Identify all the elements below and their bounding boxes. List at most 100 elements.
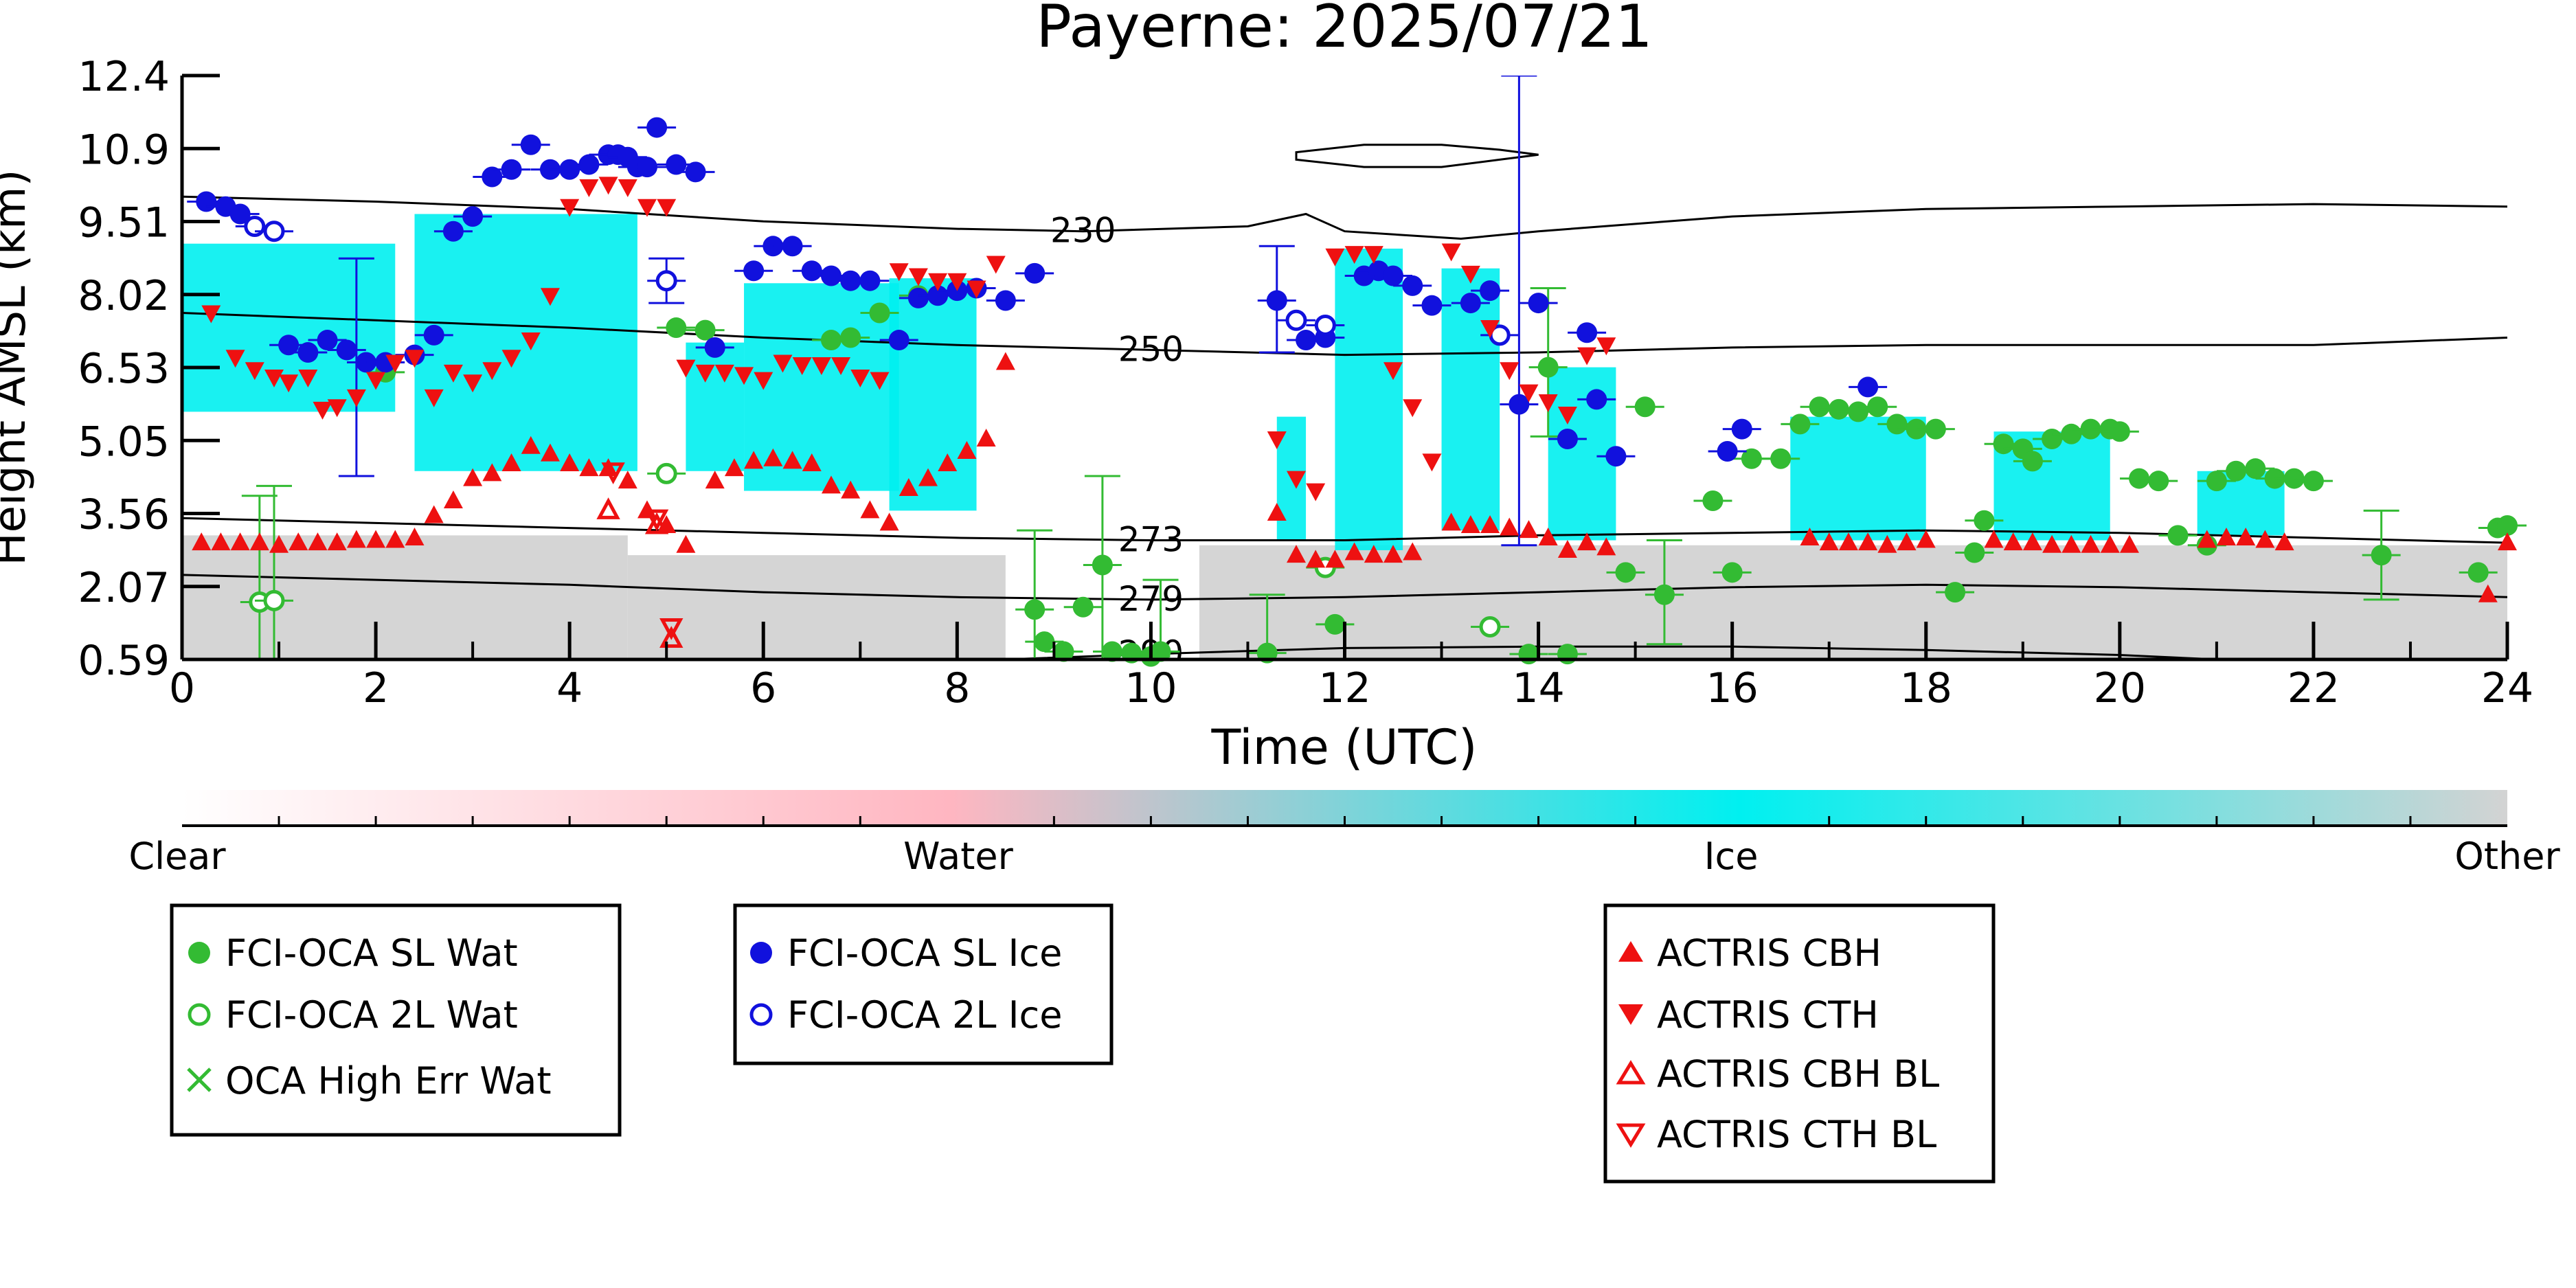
data-point <box>1916 530 1936 548</box>
data-point <box>443 364 463 383</box>
data-point <box>521 436 541 454</box>
data-point <box>229 203 251 225</box>
contour-line-250 <box>182 312 2507 357</box>
data-point <box>336 339 357 361</box>
y-tick-label: 2.07 <box>78 564 170 612</box>
contour-line-273 <box>182 517 2507 544</box>
cloud-region-other <box>627 555 1006 659</box>
data-point <box>754 372 773 390</box>
y-tick-label: 6.53 <box>78 345 170 393</box>
data-point <box>1848 401 1869 422</box>
legend-label-higherr-wat: OCA High Err Wat <box>225 1059 552 1103</box>
data-point <box>443 490 463 508</box>
data-point <box>1364 545 1383 563</box>
legend-label-2l-wat: FCI-OCA 2L Wat <box>225 993 518 1037</box>
cloud-region-ice <box>1548 367 1616 541</box>
data-point <box>1770 448 1792 469</box>
data-point <box>278 335 300 356</box>
data-point <box>840 270 861 291</box>
data-point <box>579 458 599 477</box>
cloud-region-ice <box>1790 416 1926 541</box>
data-point <box>1364 246 1383 264</box>
data-point <box>1266 290 1287 311</box>
data-point <box>1383 362 1403 381</box>
data-point <box>655 270 677 292</box>
data-point <box>792 357 812 376</box>
legend-marker-2l-wat <box>188 1003 211 1026</box>
legend-label-2l-ice: FCI-OCA 2L Ice <box>787 993 1062 1037</box>
data-point <box>1800 527 1820 545</box>
data-point <box>1306 483 1326 501</box>
data-point <box>1314 314 1336 336</box>
data-point <box>2167 525 2189 546</box>
data-point <box>2498 532 2517 551</box>
data-point <box>601 462 625 485</box>
data-point <box>462 206 484 227</box>
data-point <box>1528 293 1549 314</box>
data-point <box>1537 357 1559 378</box>
data-point <box>1702 490 1724 511</box>
data-point <box>2148 471 2169 492</box>
data-point <box>1150 641 1171 662</box>
data-point <box>995 352 1015 370</box>
data-point <box>1838 532 1858 551</box>
data-point <box>540 288 560 306</box>
data-point <box>327 399 347 418</box>
data-point <box>501 350 521 368</box>
data-point <box>618 471 637 489</box>
contour-closed <box>1295 144 1539 168</box>
data-point <box>1596 537 1616 556</box>
colorbar: Clear Water Ice Other <box>128 790 2560 878</box>
data-point <box>734 367 754 385</box>
data-point <box>1403 542 1423 561</box>
data-point <box>802 453 822 471</box>
data-point <box>888 330 909 351</box>
data-point <box>559 159 580 180</box>
data-point <box>596 497 620 519</box>
data-point <box>840 327 861 348</box>
contour-label-250: 250 <box>1118 329 1184 369</box>
y-tick-label: 8.02 <box>78 272 170 320</box>
data-point <box>744 451 764 469</box>
data-point <box>2197 530 2217 548</box>
data-point <box>346 389 366 407</box>
x-tick-label: 4 <box>556 664 583 712</box>
data-point <box>918 468 938 486</box>
data-point <box>2255 530 2275 548</box>
data-point <box>1653 584 1675 605</box>
legend-marker-sl-ice <box>750 942 772 964</box>
y-tick-label: 9.51 <box>78 199 170 247</box>
data-point <box>1586 389 1607 410</box>
data-point <box>1945 582 1966 603</box>
y-tick-label: 3.56 <box>78 491 170 539</box>
data-point <box>1538 394 1558 413</box>
data-point <box>1102 641 1122 662</box>
data-point <box>1267 431 1287 450</box>
data-point <box>1721 562 1743 583</box>
data-point <box>1267 502 1287 521</box>
data-point <box>1615 562 1636 583</box>
data-point <box>405 527 425 545</box>
data-point <box>889 263 909 282</box>
data-point <box>245 362 264 381</box>
data-point <box>1577 322 1598 343</box>
legend-marker-cth <box>1618 1004 1643 1025</box>
data-point <box>249 532 269 551</box>
x-tick-label: 16 <box>1706 664 1758 712</box>
x-tick-label: 14 <box>1512 664 1564 712</box>
data-point <box>637 157 657 178</box>
cloud-region-ice <box>1335 248 1403 550</box>
data-point <box>2216 527 2236 545</box>
data-point <box>1306 550 1326 568</box>
data-point <box>579 179 599 197</box>
data-point <box>1577 347 1597 365</box>
colorbar-label-clear: Clear <box>128 835 226 878</box>
data-point <box>1296 330 1317 351</box>
data-point <box>831 357 851 376</box>
data-point <box>539 159 561 180</box>
data-point <box>1500 517 1519 536</box>
data-point <box>366 530 386 548</box>
data-point <box>762 236 784 257</box>
data-point <box>2206 471 2227 492</box>
data-point <box>1460 265 1480 284</box>
